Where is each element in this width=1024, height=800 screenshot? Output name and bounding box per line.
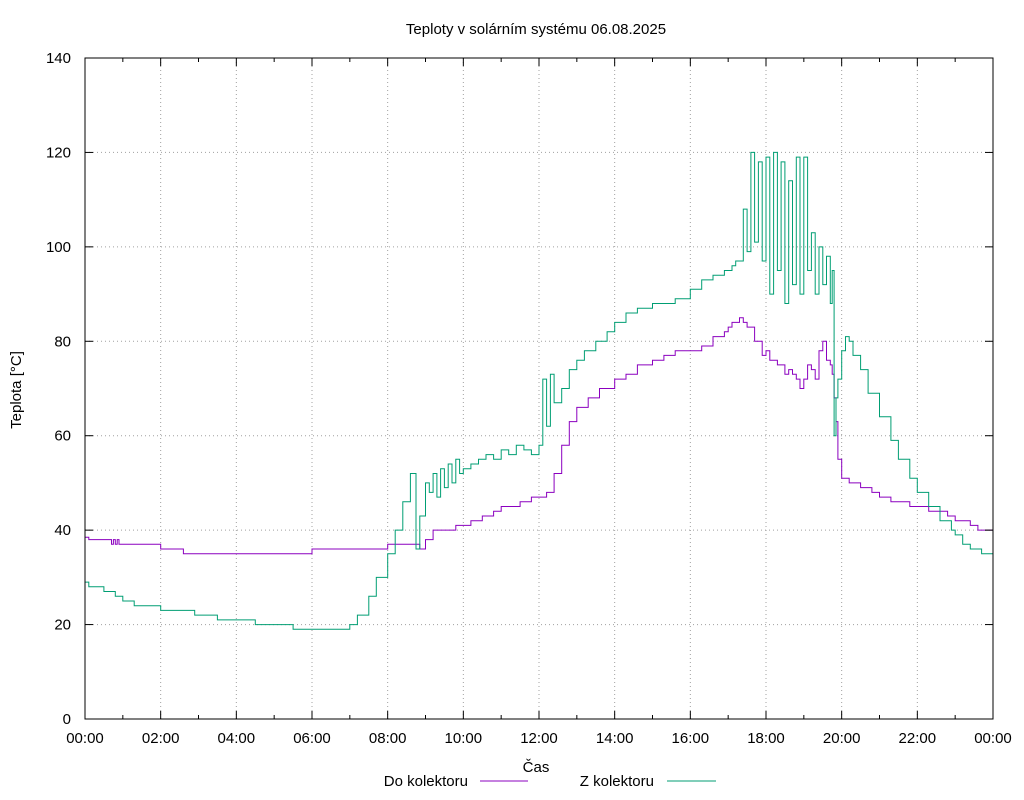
x-tick-label: 00:00: [974, 730, 1012, 747]
axis-ticks: 0 20 40 60 80 100 120 140 00:00 02:00 04:00 06:00 08…: [46, 50, 1012, 747]
y-tick-label: 80: [54, 333, 71, 350]
x-tick-label: 08:00: [369, 730, 407, 747]
y-tick-label: 60: [54, 428, 71, 445]
y-axis-label: Teplota [°C]: [8, 351, 25, 429]
y-tick-label: 40: [54, 522, 71, 539]
x-tick-label: 12:00: [520, 730, 558, 747]
x-axis-label: Čas: [523, 759, 550, 776]
series-lines: [85, 151, 994, 630]
legend: Do kolektoru Z kolektoru: [384, 773, 716, 790]
legend-label-z-kolektoru: Z kolektoru: [580, 773, 654, 790]
legend-label-do-kolektoru: Do kolektoru: [384, 773, 468, 790]
chart-title: Teploty v solárním systému 06.08.2025: [406, 21, 666, 38]
x-tick-label: 20:00: [823, 730, 861, 747]
x-tick-label: 02:00: [142, 730, 180, 747]
y-tick-label: 100: [46, 239, 71, 256]
x-tick-label: 18:00: [747, 730, 785, 747]
series-line-do-kolektoru: [85, 317, 993, 555]
y-tick-label: 0: [63, 711, 71, 728]
y-tick-label: 140: [46, 50, 71, 67]
x-tick-label: 00:00: [66, 730, 104, 747]
x-tick-label: 10:00: [445, 730, 483, 747]
y-tick-label: 20: [54, 617, 71, 634]
x-tick-label: 04:00: [218, 730, 256, 747]
x-tick-label: 16:00: [672, 730, 710, 747]
series-line-z-kolektoru: [85, 151, 994, 630]
x-tick-label: 14:00: [596, 730, 634, 747]
x-tick-label: 22:00: [899, 730, 937, 747]
grid: [85, 58, 993, 719]
y-tick-label: 120: [46, 144, 71, 161]
x-tick-label: 06:00: [293, 730, 331, 747]
